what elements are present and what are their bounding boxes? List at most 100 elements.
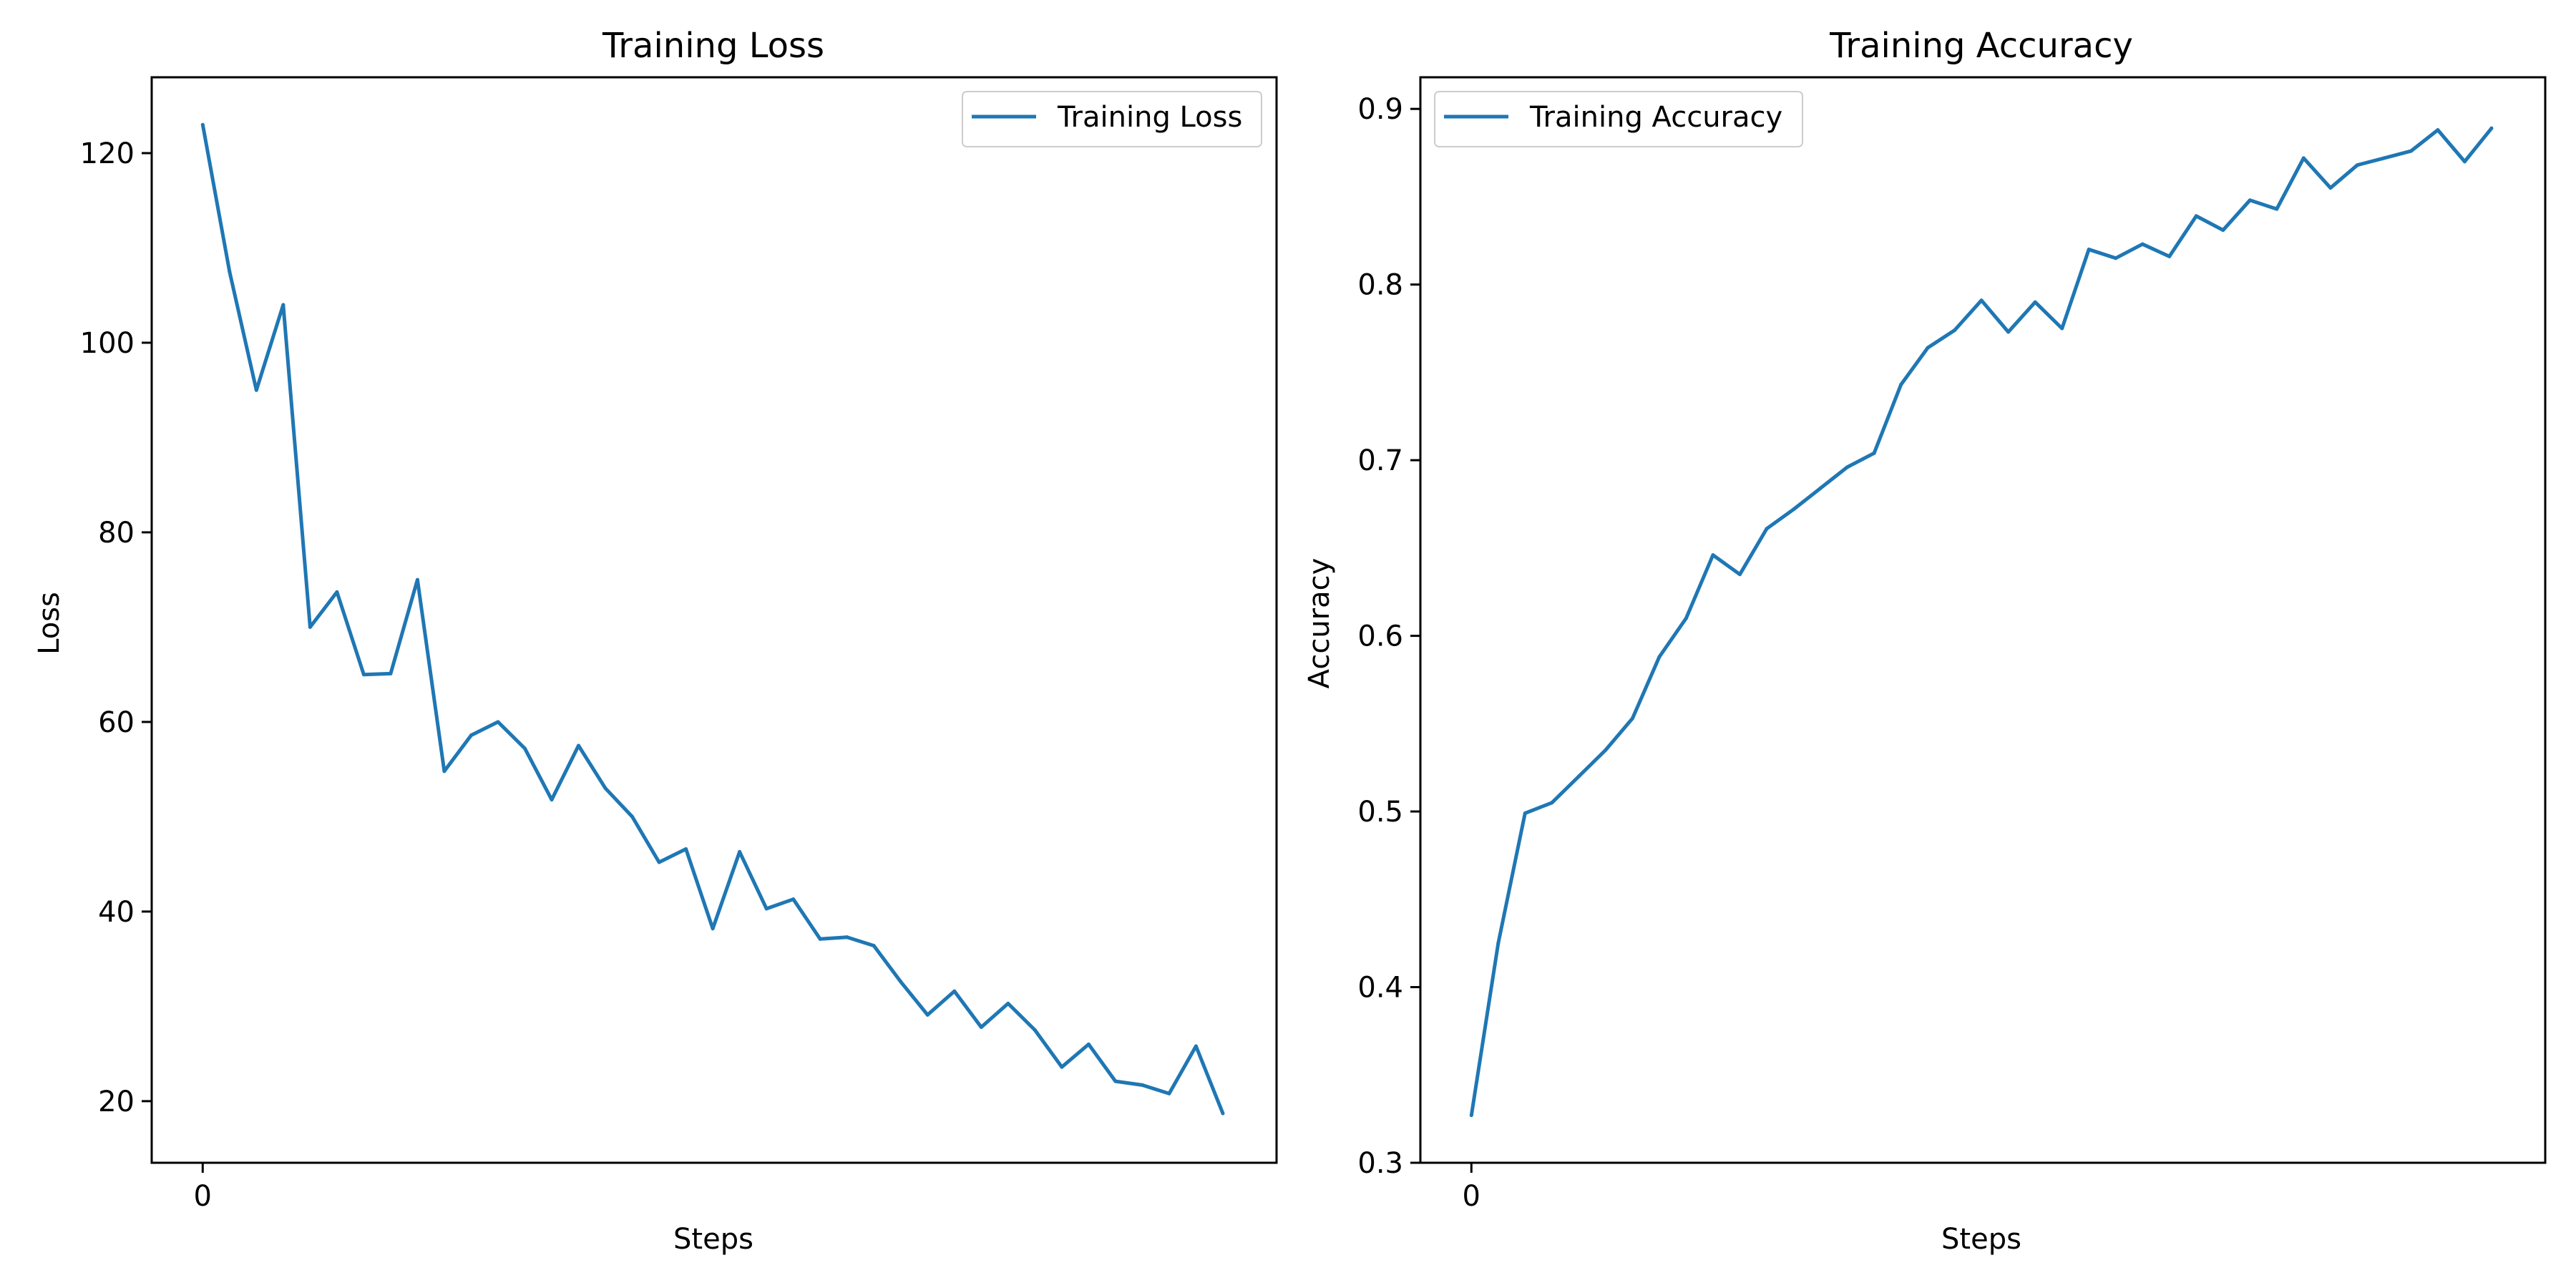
accuracy-data-point: [1469, 1113, 1473, 1118]
loss-data-point: [1221, 1111, 1225, 1116]
loss-data-point: [979, 1025, 983, 1030]
accuracy-data-point: [1630, 716, 1634, 721]
loss-y-tick-label: 40: [98, 896, 135, 929]
loss-data-point: [952, 989, 957, 993]
loss-legend-box: [962, 91, 1262, 147]
loss-data-point: [899, 980, 903, 984]
loss-y-tick-label: 120: [80, 137, 135, 170]
loss-data-point: [1033, 1028, 1037, 1033]
accuracy-data-point: [2462, 160, 2467, 164]
loss-data-point: [1113, 1079, 1118, 1083]
loss-data-point: [845, 935, 849, 940]
accuracy-data-point: [1845, 465, 1850, 469]
accuracy-data-point: [2382, 156, 2386, 160]
loss-data-point: [200, 122, 205, 127]
accuracy-data-point: [2248, 198, 2252, 203]
loss-chart-panel: Training Loss Steps Loss 20 40 60 80 100 120 0…: [33, 26, 1278, 1256]
loss-data-point: [603, 786, 608, 791]
loss-data-point: [1140, 1083, 1144, 1087]
loss-data-point: [1086, 1042, 1091, 1046]
accuracy-data-point: [2328, 186, 2333, 190]
loss-series-layer: [200, 122, 1225, 1116]
accuracy-data-point: [2114, 256, 2118, 260]
accuracy-data-point: [2221, 228, 2225, 233]
loss-data-point: [335, 590, 339, 594]
accuracy-data-point: [2489, 126, 2494, 130]
accuracy-data-point: [2275, 207, 2279, 211]
loss-data-point: [308, 625, 312, 629]
loss-data-point: [711, 927, 715, 931]
accuracy-y-tick-label: 0.8: [1357, 269, 1403, 302]
loss-data-point: [281, 303, 286, 307]
loss-data-point: [684, 847, 688, 851]
loss-data-point: [415, 577, 419, 582]
loss-data-point: [818, 937, 822, 941]
accuracy-data-point: [2436, 128, 2440, 132]
accuracy-data-point: [1684, 616, 1688, 620]
accuracy-data-point: [1926, 346, 1930, 350]
loss-data-point: [925, 1013, 930, 1017]
loss-data-point: [522, 746, 527, 751]
loss-y-tick-label: 60: [98, 706, 135, 739]
loss-data-point: [764, 907, 769, 911]
accuracy-plot-frame: [1419, 76, 2547, 1164]
loss-y-axis-label: Loss: [33, 592, 66, 655]
loss-x-tick-label: 0: [194, 1180, 212, 1213]
accuracy-chart-panel: Training Accuracy Steps Accuracy 0.30.40…: [1303, 26, 2547, 1256]
accuracy-y-tick-label: 0.5: [1357, 796, 1403, 829]
loss-data-point: [1167, 1091, 1171, 1096]
accuracy-data-point: [1979, 298, 1984, 303]
loss-chart-title: Training Loss: [602, 26, 824, 66]
accuracy-data-point: [2140, 242, 2145, 246]
accuracy-data-point: [2355, 163, 2359, 167]
accuracy-data-point: [2060, 326, 2064, 331]
accuracy-data-point: [1953, 328, 1957, 332]
loss-data-point: [389, 671, 393, 675]
loss-data-point: [1006, 1001, 1010, 1005]
loss-data-point: [361, 673, 366, 677]
loss-y-tick-label: 20: [98, 1085, 135, 1118]
accuracy-y-tick-label: 0.3: [1357, 1147, 1403, 1180]
accuracy-data-point: [1737, 572, 1742, 577]
accuracy-data-point: [1711, 553, 1715, 557]
loss-data-point: [657, 860, 661, 864]
loss-data-point: [442, 769, 447, 774]
accuracy-data-point: [1818, 486, 1823, 490]
loss-x-axis-label: Steps: [673, 1223, 753, 1256]
accuracy-data-point: [2006, 330, 2011, 334]
accuracy-data-point: [2087, 248, 2091, 252]
loss-legend-label: Training Loss: [1057, 101, 1242, 134]
accuracy-data-point: [1872, 451, 1876, 455]
accuracy-data-point: [2033, 300, 2037, 304]
accuracy-y-tick-label: 0.7: [1357, 444, 1403, 477]
accuracy-y-tick-label: 0.6: [1357, 620, 1403, 653]
loss-legend: Training Loss: [962, 91, 1262, 147]
loss-data-point: [630, 814, 635, 819]
loss-data-point: [550, 798, 554, 802]
accuracy-legend: Training Accuracy: [1434, 91, 1803, 147]
loss-data-point: [254, 388, 258, 392]
loss-y-tick-label: 100: [80, 327, 135, 360]
accuracy-ticks: 0.3 0.4 0.5 0.6 0.7 0.8 0.9 0: [1357, 93, 1480, 1213]
loss-data-point: [738, 849, 742, 854]
accuracy-data-point: [1550, 801, 1554, 805]
loss-data-point: [577, 743, 581, 748]
accuracy-legend-box: [1434, 91, 1803, 147]
accuracy-data-point: [1523, 811, 1527, 816]
loss-data-point: [228, 270, 232, 274]
accuracy-data-point: [1765, 527, 1769, 531]
accuracy-x-tick-label: 0: [1463, 1180, 1480, 1213]
accuracy-data-point: [1496, 941, 1501, 945]
accuracy-data-point: [1657, 655, 1662, 659]
loss-ticks: 20 40 60 80 100 120 0: [80, 137, 212, 1213]
accuracy-y-axis-label: Accuracy: [1303, 558, 1336, 689]
accuracy-data-point: [2301, 156, 2306, 160]
accuracy-data-point: [2167, 254, 2172, 258]
accuracy-legend-label: Training Accuracy: [1529, 101, 1782, 134]
loss-data-point: [1194, 1044, 1198, 1048]
loss-data-point: [1060, 1065, 1064, 1069]
accuracy-data-point: [1791, 507, 1795, 512]
loss-data-point: [469, 733, 473, 737]
